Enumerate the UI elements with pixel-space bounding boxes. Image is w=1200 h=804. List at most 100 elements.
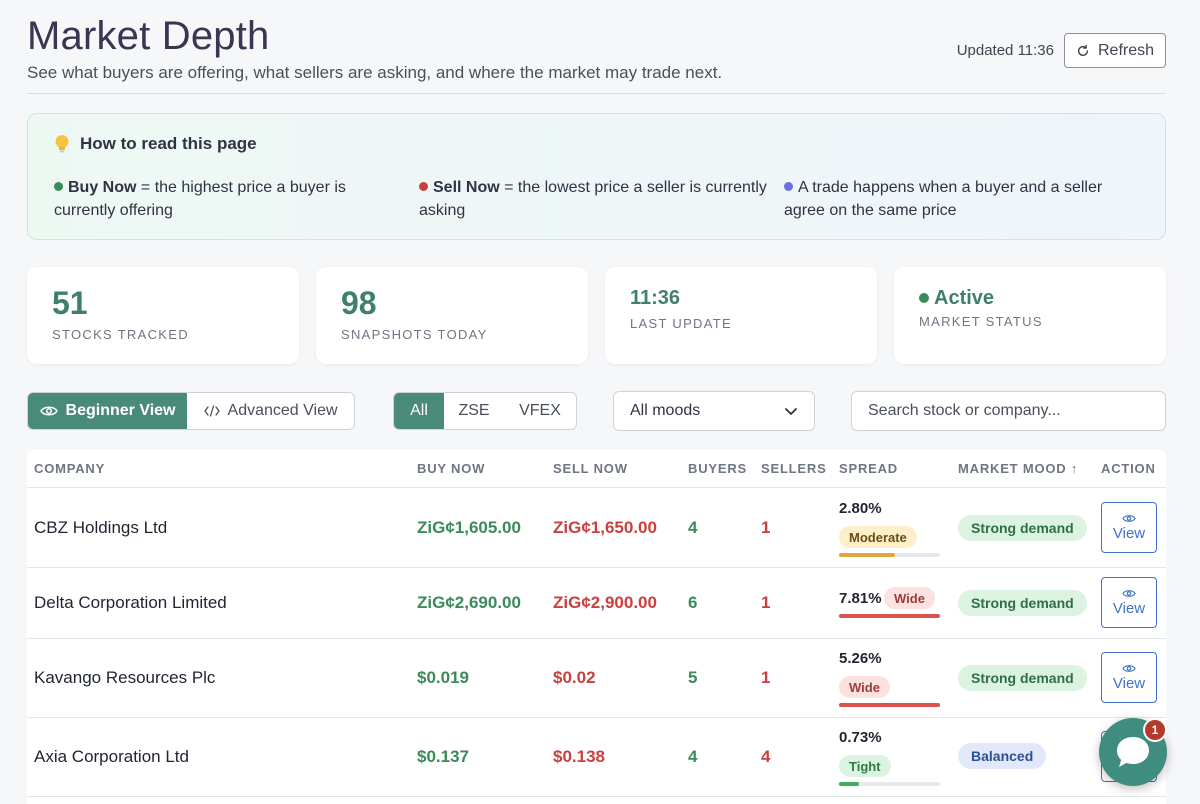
exchange-vfex-button[interactable]: VFEX [519,402,561,419]
howto-buy-now: Buy Now = the highest price a buyer is c… [54,179,346,219]
view-button[interactable]: View [1101,577,1157,628]
sell-now-price: $0.138 [553,747,605,766]
row-divider [27,487,1166,488]
sell-now-price: $0.02 [553,668,596,687]
stat-card-snapshots-today: 98 Snapshots Today [316,267,588,364]
spread-badge: Moderate [839,526,917,548]
buyers-count: 5 [688,668,698,687]
spread-badge: Tight [839,755,891,777]
buy-now-price: $0.137 [417,747,469,766]
eye-icon [39,406,58,416]
header-action: ACTION [1101,461,1156,476]
red-dot-icon [419,182,428,191]
sellers-count: 1 [761,518,771,537]
market-mood-badge: Strong demand [958,515,1087,541]
buy-now-price: ZiG¢1,605.00 [417,518,521,537]
beginner-view-button[interactable]: Beginner View [28,393,188,429]
company-name[interactable]: CBZ Holdings Ltd [34,518,168,537]
stat-card-last-update: 11:36 Last Update [605,267,877,364]
exchange-zse-button[interactable]: ZSE [458,402,490,419]
stat-card-market-status: Active Market Status [894,267,1166,364]
company-name[interactable]: Axia Corporation Ltd [34,747,189,766]
page-title: Market Depth [27,14,270,58]
stat-value: 51 [52,285,88,321]
buyers-count: 4 [688,747,698,766]
market-mood-badge: Strong demand [958,665,1087,691]
row-divider [27,796,1166,797]
chevron-down-icon [785,407,797,415]
refresh-button[interactable]: Refresh [1064,33,1166,68]
row-divider [27,717,1166,718]
exchange-all-button[interactable]: All [394,393,444,429]
howto-sell-now: Sell Now = the lowest price a seller is … [419,179,767,219]
blue-dot-icon [784,182,793,191]
spread-bar-fill [839,782,860,786]
spread-bar [839,703,940,707]
mood-select-value: All moods [630,402,701,419]
sell-now-price: ZiG¢1,650.00 [553,518,657,537]
header-company[interactable]: COMPANY [34,461,106,476]
updated-timestamp: Updated 11:36 [956,42,1054,59]
buyers-count: 4 [688,518,698,537]
spread-percent: 5.26% [839,650,882,667]
search-input[interactable] [851,391,1166,431]
lightbulb-icon [55,135,69,153]
company-name[interactable]: Delta Corporation Limited [34,593,227,612]
spread-bar [839,614,940,618]
spread-percent: 2.80% [839,500,882,517]
mood-select[interactable]: All moods [613,391,815,431]
stat-value: Active [919,287,994,310]
refresh-label: Refresh [1097,41,1155,59]
stat-value: 98 [341,285,377,321]
view-toggle: Beginner View Advanced View [27,392,355,430]
view-button[interactable]: View [1101,502,1157,553]
stat-card-stocks-tracked: 51 Stocks Tracked [27,267,299,364]
header-divider [27,93,1166,94]
header-market-mood[interactable]: MARKET MOOD ↑ [958,461,1079,476]
eye-icon [1122,514,1136,522]
sellers-count: 1 [761,668,771,687]
stat-value: 11:36 [630,287,681,309]
sellers-count: 1 [761,593,771,612]
spread-percent: 7.81% [839,590,882,607]
eye-icon [1122,589,1136,597]
spread-bar [839,553,940,557]
green-dot-icon [54,182,63,191]
sell-now-price: ZiG¢2,900.00 [553,593,657,612]
page-subtitle: See what buyers are offering, what selle… [27,63,723,82]
refresh-icon [1077,44,1089,56]
stat-label: Market Status [919,314,1043,329]
spread-badge: Wide [884,587,935,609]
stat-label: Stocks Tracked [52,327,189,342]
stat-label: Snapshots Today [341,327,488,342]
spread-bar-fill [839,614,940,618]
status-dot-icon [919,293,929,303]
spread-badge: Wide [839,676,890,698]
view-button[interactable]: View [1101,652,1157,703]
how-to-read-panel: How to read this page Buy Now = the high… [27,113,1166,240]
market-mood-badge: Balanced [958,743,1047,769]
spread-bar-fill [839,703,940,707]
buy-now-price: ZiG¢2,690.00 [417,593,521,612]
code-icon [203,405,220,417]
eye-icon [1122,664,1136,672]
advanced-view-button[interactable]: Advanced View [187,393,354,429]
market-mood-badge: Strong demand [958,590,1087,616]
chat-notification-badge: 1 [1143,718,1167,742]
header-spread[interactable]: SPREAD [839,461,898,476]
header-buyers[interactable]: BUYERS [688,461,747,476]
buyers-count: 6 [688,593,698,612]
spread-bar [839,782,940,786]
buy-now-price: $0.019 [417,668,469,687]
header-sellers[interactable]: SELLERS [761,461,827,476]
exchange-filter: All ZSE VFEX [393,392,577,430]
how-to-read-title: How to read this page [54,134,257,154]
spread-percent: 0.73% [839,729,882,746]
company-name[interactable]: Kavango Resources Plc [34,668,216,687]
header-buy-now[interactable]: BUY NOW [417,461,486,476]
sellers-count: 4 [761,747,771,766]
stat-label: Last Update [630,316,732,331]
header-sell-now[interactable]: SELL NOW [553,461,628,476]
row-divider [27,567,1166,568]
chat-bubble-icon [1117,737,1149,767]
